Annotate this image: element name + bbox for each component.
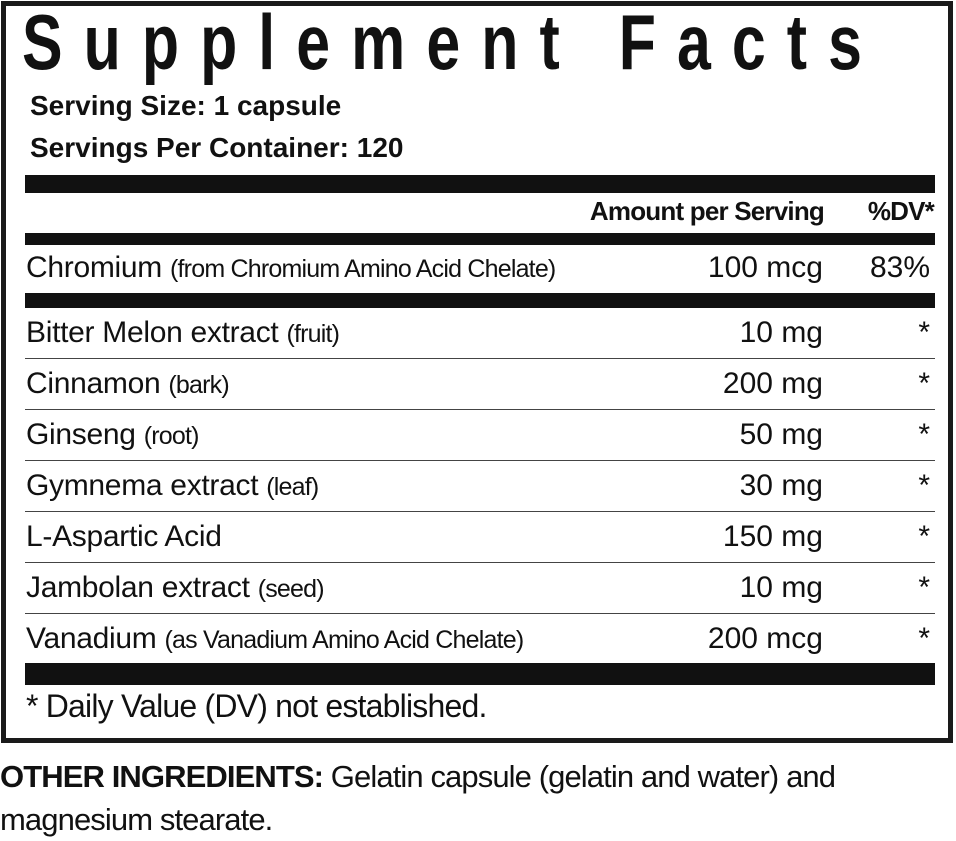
ingredient-dv: * (918, 469, 930, 502)
ingredient-detail: (root) (143, 422, 200, 450)
ingredient-dv: * (918, 571, 930, 604)
other-ingredients-label: OTHER INGREDIENTS: (0, 759, 324, 794)
ingredient-detail: (fruit) (286, 320, 340, 348)
ingredient-row: L-Aspartic Acid 150 mg * (25, 512, 935, 563)
ingredient-row: Jambolan extract (seed) 10 mg * (25, 563, 935, 614)
ingredient-amount: 150 mg (722, 520, 823, 553)
other-ingredients: OTHER INGREDIENTS: Gelatin capsule (gela… (0, 755, 956, 841)
ingredient-row: Vanadium (as Vanadium Amino Acid Chelate… (25, 614, 935, 665)
serving-size: Serving Size: 1 capsule (30, 90, 342, 121)
ingredient-name: Jambolan extract (26, 571, 250, 604)
ingredient-detail: (seed) (257, 575, 325, 603)
row-divider (25, 511, 935, 512)
row-divider (25, 460, 935, 461)
ingredient-amount: 50 mg (739, 418, 823, 451)
row-divider (25, 358, 935, 359)
ingredient-dv: * (918, 418, 930, 451)
ingredient-name: Ginseng (26, 418, 136, 451)
ingredient-name: Gymnema extract (26, 469, 259, 502)
ingredient-row: Ginseng (root) 50 mg * (25, 410, 935, 461)
ingredient-row: Bitter Melon extract (fruit) 10 mg * (25, 308, 935, 359)
ingredient-amount: 30 mg (739, 469, 823, 502)
ingredient-row: Gymnema extract (leaf) 30 mg * (25, 461, 935, 512)
other-ingredients-text: Gelatin capsule (gelatin and water) and … (0, 759, 836, 837)
ingredient-name: Cinnamon (26, 367, 161, 400)
ingredient-amount: 100 mcg (707, 251, 823, 284)
row-divider (25, 613, 935, 614)
row-divider (25, 409, 935, 410)
featured-ingredient-row: Chromium (from Chromium Amino Acid Chela… (25, 245, 935, 293)
dv-header: %DV* (867, 196, 935, 226)
ingredient-name: Chromium (26, 251, 162, 284)
ingredient-amount: 200 mg (722, 367, 823, 400)
servings-per-container: Servings Per Container: 120 (30, 132, 404, 163)
ingredient-amount: 10 mg (739, 571, 823, 604)
panel-title: Supplement Facts (22, 0, 883, 86)
ingredient-amount: 10 mg (739, 316, 823, 349)
ingredient-dv: 83% (869, 251, 930, 284)
medium-divider (25, 233, 935, 245)
amount-header: Amount per Serving (589, 196, 825, 226)
ingredient-name: Vanadium (26, 622, 157, 655)
ingredient-detail: (bark) (168, 371, 229, 399)
row-divider (25, 562, 935, 563)
ingredient-detail: (from Chromium Amino Acid Chelate) (170, 255, 556, 283)
ingredient-name: L-Aspartic Acid (26, 520, 222, 553)
ingredient-dv: * (918, 520, 930, 553)
ingredient-dv: * (918, 367, 930, 400)
ingredient-detail: (leaf) (266, 473, 319, 501)
ingredient-amount: 200 mcg (707, 622, 823, 655)
supplement-facts-panel (1, 1, 953, 743)
ingredient-row: Cinnamon (bark) 200 mg * (25, 359, 935, 410)
footnote: * Daily Value (DV) not established. (26, 688, 487, 724)
ingredient-dv: * (918, 622, 930, 655)
thick-divider (25, 663, 935, 685)
thick-divider (25, 175, 935, 193)
ingredient-detail: (as Vanadium Amino Acid Chelate) (164, 626, 525, 654)
ingredient-dv: * (918, 316, 930, 349)
ingredient-name: Bitter Melon extract (26, 316, 279, 349)
thick-divider (25, 293, 935, 308)
